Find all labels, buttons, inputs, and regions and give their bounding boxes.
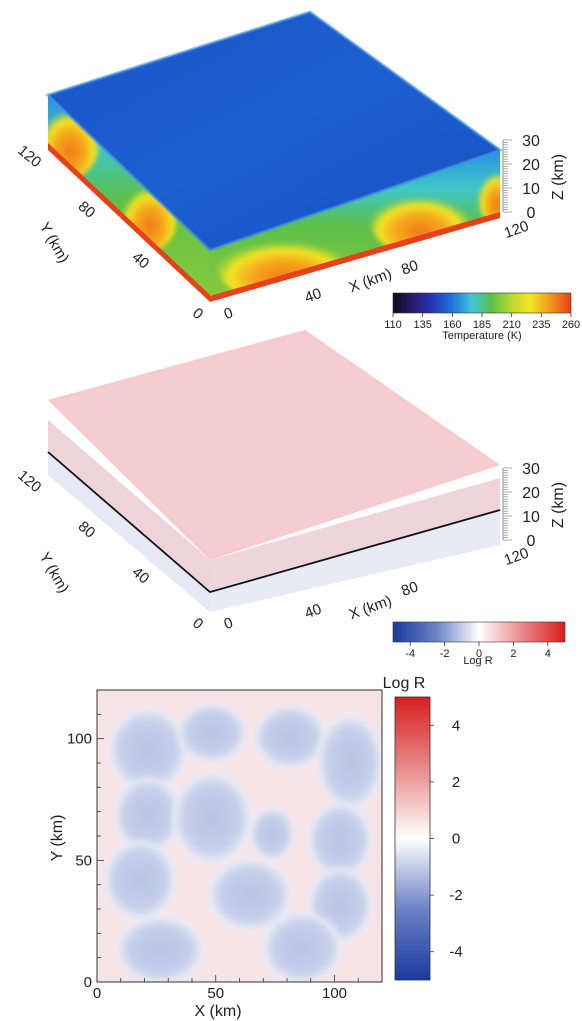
temperature-front-face (210, 150, 500, 302)
temperature-colorbar-ticks: 110 135 160 185 210 235 260 (384, 313, 580, 331)
colorbar-tick-label: 0 (476, 648, 482, 660)
map-y-tick-label: 100 (67, 731, 92, 748)
x-tick-label: 80 (399, 257, 420, 279)
map-cells (104, 703, 382, 982)
convection-cell (208, 859, 292, 931)
logr-colorbar (392, 621, 566, 643)
z-tick-label: 10 (522, 509, 540, 526)
colorbar-tick-label: -4 (405, 648, 415, 660)
colorbar-tick-label: 135 (413, 319, 431, 331)
temperature-top-face (48, 12, 500, 250)
z-tick-label: 0 (527, 533, 536, 550)
x-tick-label: 40 (302, 601, 323, 623)
z-tick-label: 20 (522, 485, 540, 502)
map-x-tick-label: 50 (207, 985, 224, 1002)
z-tick-label: 30 (522, 133, 540, 150)
logr-colorbar-label: Log R (463, 655, 492, 667)
map-axes: 0 50 100 0 50 100 (67, 689, 383, 1002)
colorbar-tick-label: 260 (562, 319, 580, 331)
map-x-tick-label: 100 (322, 985, 347, 1002)
colorbar-tick-label: 160 (443, 319, 461, 331)
x-tick-label: 80 (399, 578, 420, 600)
convection-cell (177, 703, 247, 763)
convection-cell (250, 808, 294, 860)
y-tick-label: 0 (189, 305, 206, 323)
y-tick-label: 120 (14, 142, 44, 171)
map-colorbar-tick-label: 0 (452, 831, 460, 848)
y-tick-label: 120 (14, 467, 44, 496)
z-tick-label: 30 (522, 461, 540, 478)
map-colorbar-ticks: -4 -2 0 2 4 (430, 717, 463, 961)
map-x-tick-label: 0 (93, 985, 101, 1002)
z-tick-label: 0 (527, 205, 536, 222)
colorbar-tick-label: 235 (532, 319, 550, 331)
colorbar-tick-label: 185 (473, 319, 491, 331)
y-tick-label: 80 (75, 198, 99, 222)
convection-cell (108, 708, 188, 792)
x-axis-label: X (km) (347, 592, 394, 623)
temperature-colorbar-label: Temperature (K) (442, 330, 521, 342)
convection-cell (254, 705, 326, 769)
map-colorbar-label: Log R (383, 675, 426, 692)
z-axis-label: Z (km) (550, 154, 567, 200)
logr-colorbar-ticks: -4 -2 0 2 4 (405, 642, 551, 660)
x-tick-label: 0 (222, 614, 236, 633)
logr-map-panel: 0 50 100 0 50 100 X (km) Y (km) Log R -4 -2 0 2 4 (49, 675, 463, 1020)
map-colorbar-tick-label: 4 (452, 717, 460, 734)
colorbar-tick-label: 2 (510, 648, 516, 660)
map-colorbar-tick-label: 2 (452, 774, 460, 791)
convection-cell (317, 714, 382, 810)
y-tick-label: 40 (129, 564, 153, 588)
map-y-tick-label: 50 (75, 852, 92, 869)
map-y-axis-label: Y (km) (49, 815, 66, 862)
z-axis-label: Z (km) (550, 482, 567, 528)
map-x-axis-label: X (km) (194, 1003, 241, 1020)
z-tick-label: 10 (522, 181, 540, 198)
temperature-colorbar (392, 292, 572, 314)
colorbar-tick-label: -2 (440, 648, 450, 660)
z-tick-label: 20 (522, 157, 540, 174)
colorbar-tick-label: 210 (502, 319, 520, 331)
convection-cell (116, 916, 204, 982)
x-tick-label: 0 (222, 304, 236, 323)
convection-cell (114, 777, 182, 853)
y-axis-label: Y (km) (36, 219, 73, 266)
colorbar-tick-label: 110 (384, 319, 402, 331)
y-tick-label: 80 (75, 518, 99, 542)
x-tick-label: 40 (302, 285, 323, 307)
logr-reference-line (47, 451, 501, 593)
y-tick-label: 0 (189, 615, 206, 633)
convection-cell (262, 912, 342, 982)
map-y-tick-label: 0 (84, 974, 92, 991)
x-axis-label: X (km) (347, 265, 394, 296)
map-colorbar-tick-label: -4 (449, 944, 462, 961)
y-tick-label: 40 (129, 249, 153, 273)
convection-cell (104, 840, 176, 920)
map-colorbar-tick-label: -2 (449, 887, 462, 904)
convection-cell (172, 772, 252, 864)
colorbar-tick-label: 4 (545, 648, 551, 660)
map-colorbar (394, 696, 431, 981)
y-axis-label: Y (km) (36, 549, 73, 596)
convection-cell (308, 802, 372, 878)
